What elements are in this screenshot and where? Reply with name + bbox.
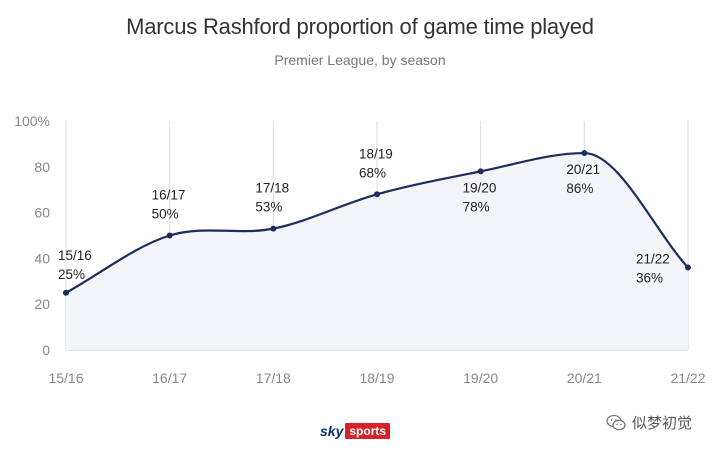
data-point xyxy=(685,264,691,271)
watermark: 似梦初觉 xyxy=(606,412,692,433)
data-label-value: 25% xyxy=(58,267,85,282)
y-tick-label: 100% xyxy=(14,113,50,129)
area-fill xyxy=(66,153,688,350)
wechat-icon xyxy=(606,414,626,430)
data-point xyxy=(374,191,380,198)
data-label-season: 21/22 xyxy=(636,252,670,267)
y-tick-label: 20 xyxy=(34,296,50,312)
data-label-value: 50% xyxy=(152,207,179,222)
y-tick-label: 0 xyxy=(42,342,50,358)
x-tick-label: 17/18 xyxy=(256,370,291,386)
x-tick-label: 15/16 xyxy=(48,370,83,386)
data-label-value: 78% xyxy=(463,199,490,214)
data-point xyxy=(477,168,484,175)
data-label-value: 53% xyxy=(255,200,282,215)
x-tick-label: 19/20 xyxy=(463,370,498,386)
data-label-season: 15/16 xyxy=(58,248,92,263)
data-label-value: 36% xyxy=(636,271,663,286)
data-label-season: 20/21 xyxy=(566,162,600,177)
y-tick-label: 60 xyxy=(34,205,50,221)
data-label-season: 16/17 xyxy=(152,188,186,203)
data-point xyxy=(166,232,173,239)
data-point xyxy=(581,150,588,157)
data-label-season: 18/19 xyxy=(359,146,393,161)
data-point xyxy=(270,225,277,232)
data-label-value: 86% xyxy=(566,181,593,196)
data-label-value: 68% xyxy=(359,165,386,180)
watermark-text: 似梦初觉 xyxy=(631,415,692,432)
data-label-season: 17/18 xyxy=(255,181,289,196)
logo-sports-text: sports xyxy=(345,423,391,439)
x-tick-label: 21/22 xyxy=(670,370,705,386)
logo-sky-text: sky xyxy=(320,423,344,439)
data-label-season: 19/20 xyxy=(463,180,497,195)
chart-title: Marcus Rashford proportion of game time … xyxy=(126,14,594,39)
y-tick-label: 40 xyxy=(34,250,50,266)
chart-subtitle: Premier League, by season xyxy=(274,52,446,68)
x-tick-label: 20/21 xyxy=(567,370,602,386)
data-point xyxy=(63,289,69,296)
y-tick-label: 80 xyxy=(34,159,50,175)
sky-sports-logo: sky sports xyxy=(320,422,391,440)
x-tick-label: 16/17 xyxy=(152,370,187,386)
x-tick-label: 18/19 xyxy=(359,370,394,386)
